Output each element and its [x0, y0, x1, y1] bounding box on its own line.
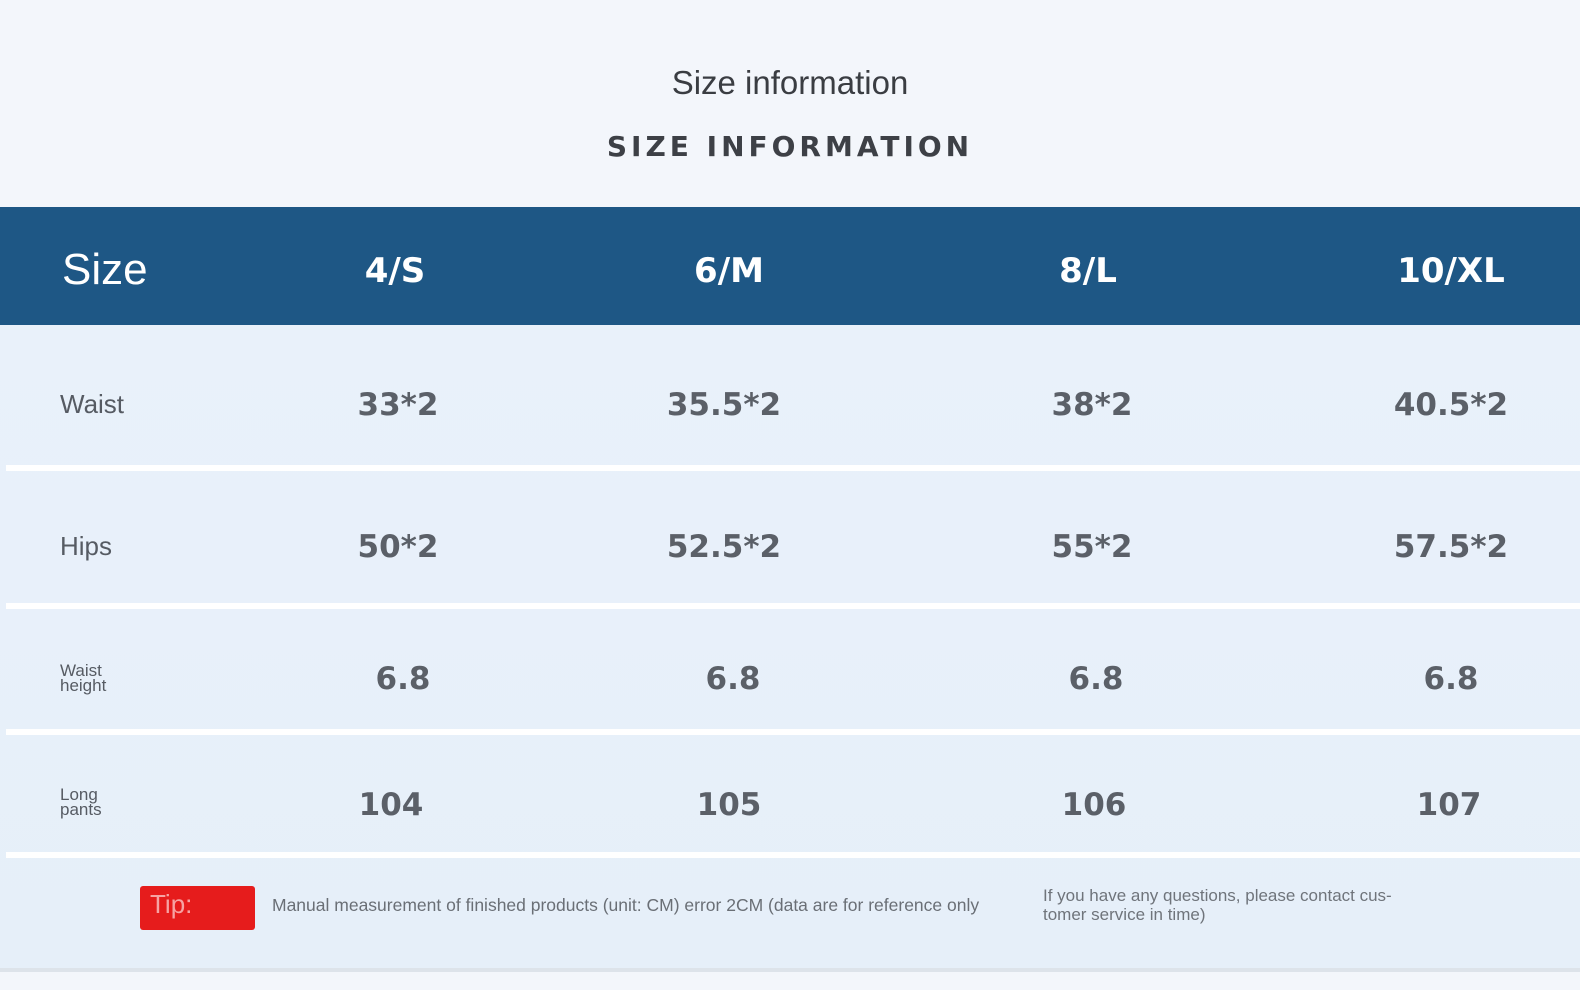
table-row-waist-height: Waist height 6.8 6.8 6.8 6.8 [0, 609, 1580, 730]
size-header-band: Size 4/S 6/M 8/L 10/XL [0, 207, 1580, 325]
table-cell: 50*2 [357, 529, 439, 565]
row-label-hips: Hips [60, 531, 113, 561]
table-cell: 106 [1061, 787, 1127, 823]
table-cell: 40.5*2 [1393, 387, 1509, 423]
table-cell: 105 [696, 787, 762, 823]
row-label-long-pants: Long pants [60, 785, 102, 819]
table-cell: 38*2 [1051, 387, 1133, 423]
page-title: Size information [671, 64, 909, 101]
row-divider [6, 603, 1580, 609]
table-row-hips: Hips 50*2 52.5*2 55*2 57.5*2 [0, 471, 1580, 604]
size-table-body [0, 325, 1580, 970]
row-divider [6, 729, 1580, 735]
table-cell: 6.8 [705, 661, 761, 697]
table-cell: 52.5*2 [666, 529, 782, 565]
tip-badge: Tip: [140, 886, 255, 930]
table-cell: 6.8 [1068, 661, 1124, 697]
tip-label: Tip: [150, 889, 193, 919]
column-header-8l: 8/L [1059, 251, 1117, 291]
column-header-10xl: 10/XL [1397, 251, 1505, 291]
row-divider [6, 465, 1580, 471]
column-header-6m: 6/M [694, 251, 764, 291]
table-cell: 6.8 [375, 661, 431, 697]
contact-text: If you have any questions, please contac… [1043, 886, 1392, 924]
table-cell: 6.8 [1423, 661, 1479, 697]
row-label-waist: Waist [60, 389, 125, 419]
row-label-waist-height: Waist height [60, 661, 107, 695]
table-row-waist: Waist 33*2 35.5*2 38*2 40.5*2 [0, 325, 1580, 467]
size-header-label: Size [62, 245, 148, 294]
row-divider [6, 852, 1580, 858]
tip-text: Manual measurement of finished products … [272, 895, 980, 915]
table-cell: 57.5*2 [1393, 529, 1509, 565]
page-subtitle: SIZE INFORMATION [606, 130, 974, 163]
table-cell: 35.5*2 [666, 387, 782, 423]
table-cell: 55*2 [1051, 529, 1133, 565]
table-cell: 33*2 [357, 387, 439, 423]
table-cell: 107 [1416, 787, 1482, 823]
column-header-4s: 4/S [364, 251, 426, 291]
table-row-long-pants: Long pants 104 105 106 107 [0, 735, 1580, 853]
table-cell: 104 [358, 787, 424, 823]
bottom-rule [0, 968, 1580, 972]
